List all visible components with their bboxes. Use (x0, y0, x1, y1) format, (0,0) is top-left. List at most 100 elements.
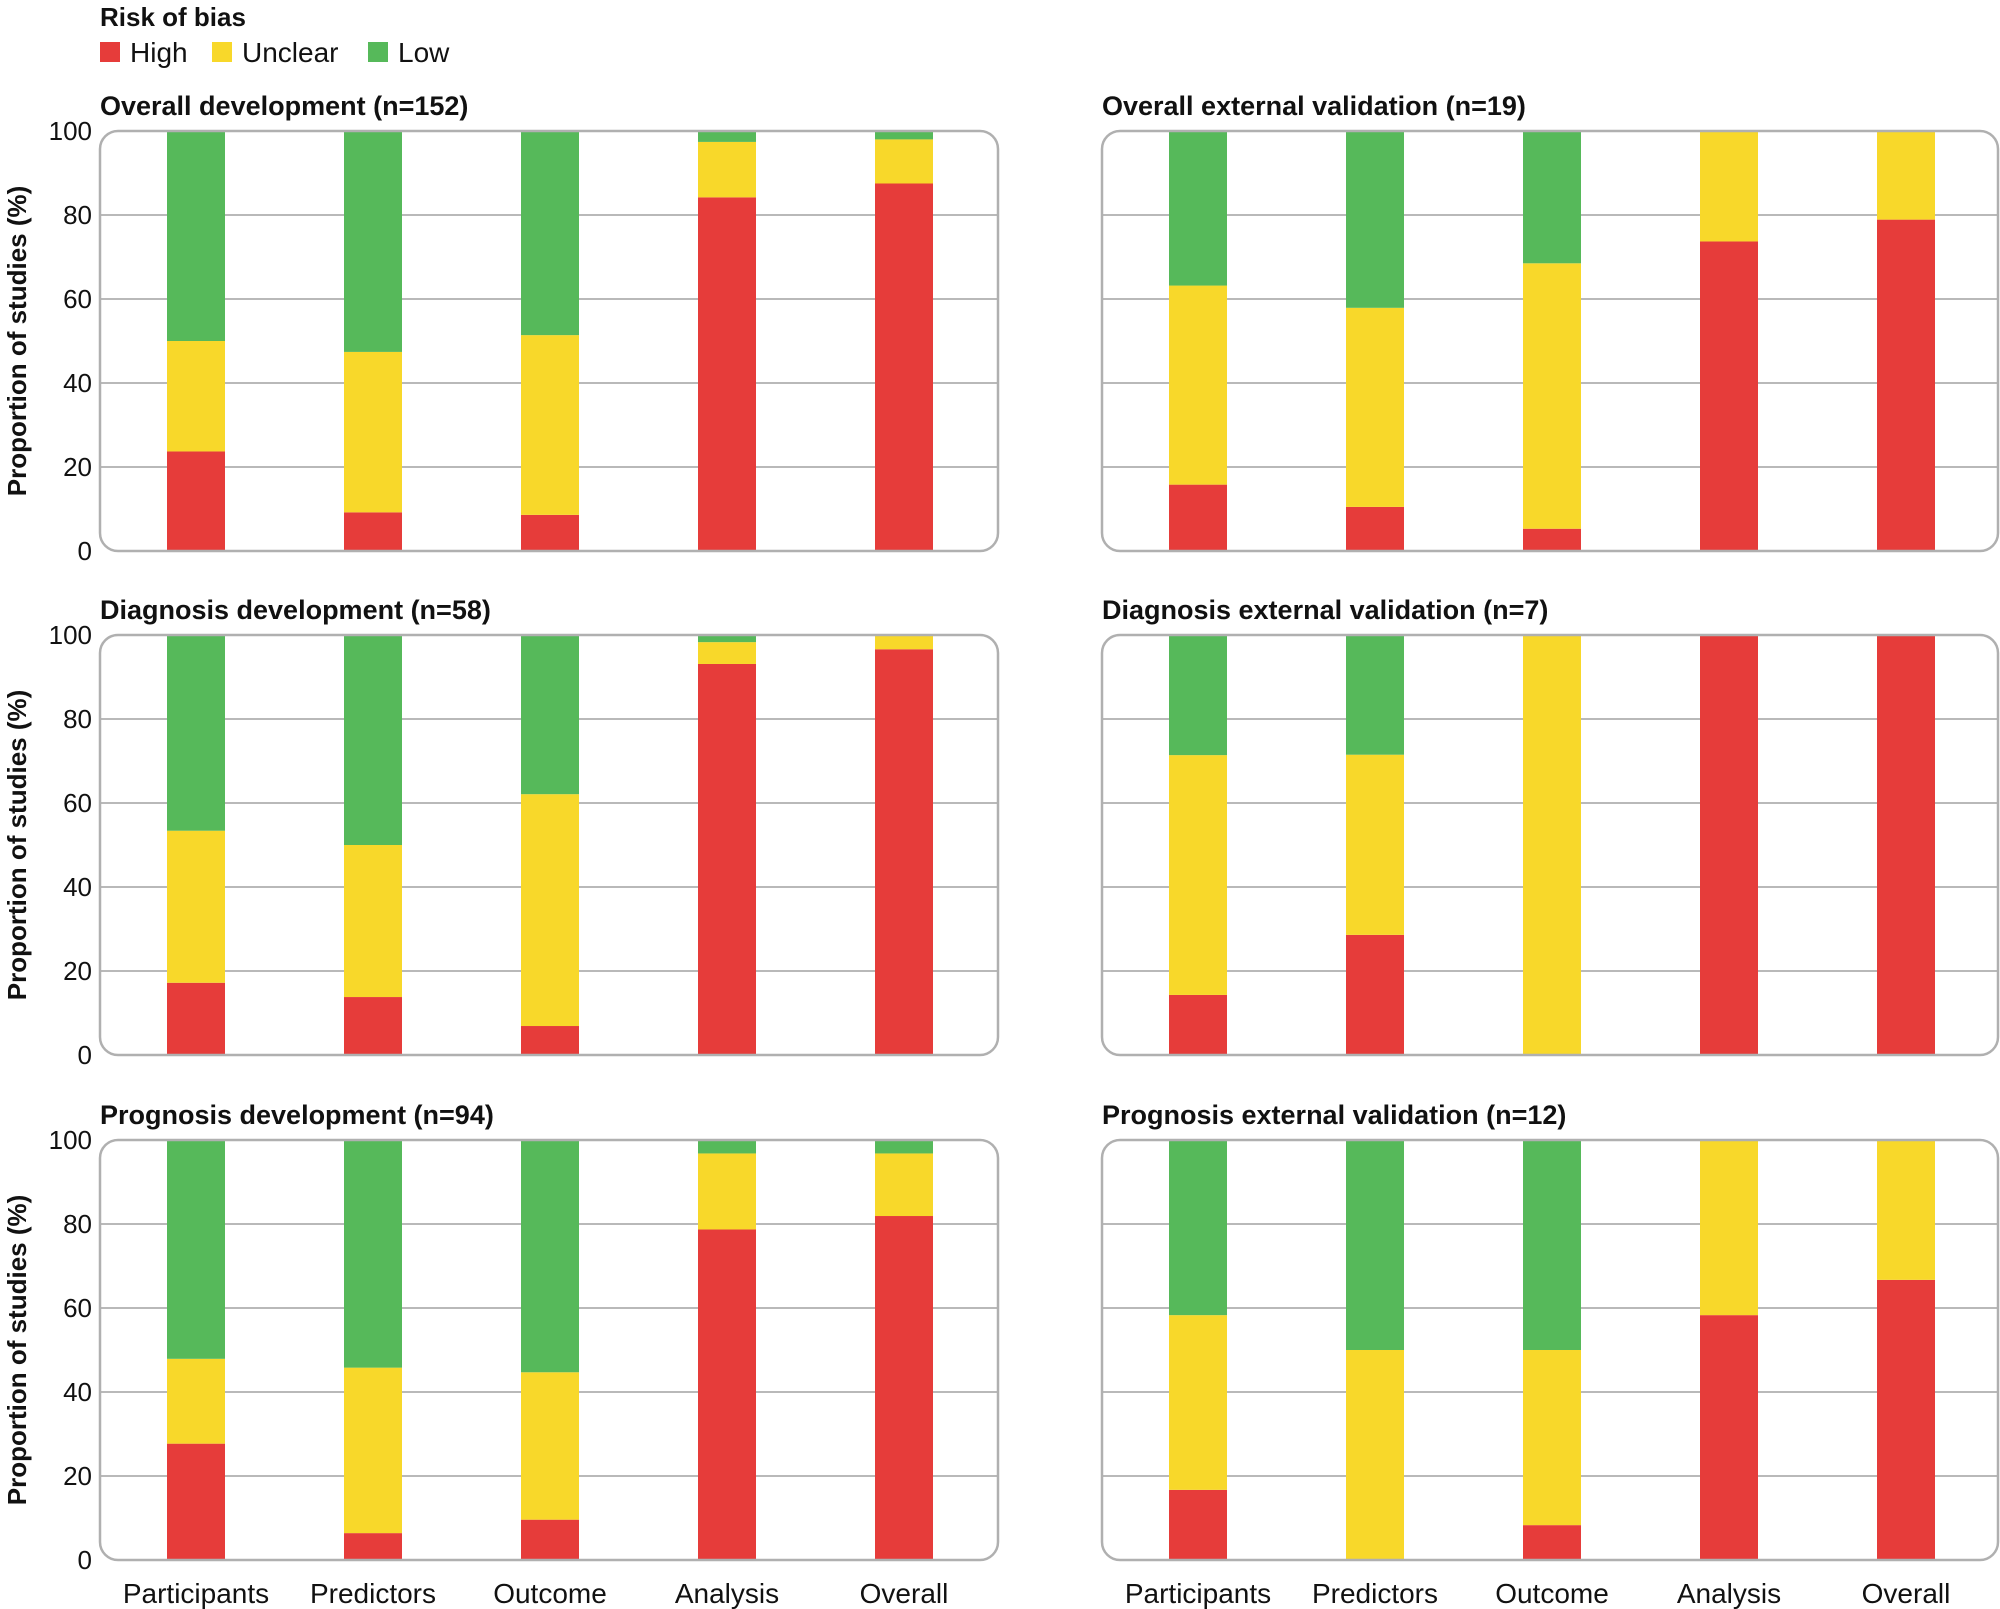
legend: Risk of bias High Unclear Low (100, 2, 450, 68)
bar-overall-high (875, 649, 933, 1055)
bar-participants-unclear (1169, 285, 1227, 485)
legend-title: Risk of bias (100, 2, 246, 32)
bar-overall-high (1877, 1279, 1935, 1560)
bar-predictors-low (1346, 1140, 1404, 1350)
plot-frame (1100, 129, 2000, 553)
bar-outcome-low (521, 635, 579, 795)
bar-analysis-high (1700, 241, 1758, 551)
legend-label-low: Low (398, 37, 450, 68)
bar-participants-high (1169, 994, 1227, 1055)
x-tick-label-analysis: Analysis (1677, 1578, 1781, 1609)
panel-diagnosis-external-validation-n-7: Diagnosis external validation (n=7) (1100, 595, 2000, 1057)
y-axis-label: Proportion of studies (%) (2, 690, 32, 1001)
bar-analysis-unclear (1700, 131, 1758, 242)
bar-outcome-high (521, 1519, 579, 1560)
bar-participants-low (1169, 635, 1227, 756)
bar-participants-unclear (167, 341, 225, 452)
y-tick-label: 100 (49, 116, 92, 146)
bar-overall-unclear (875, 139, 933, 184)
bar-analysis-high (1700, 635, 1758, 1055)
bar-predictors-unclear (1346, 307, 1404, 507)
bar-analysis-high (698, 663, 756, 1055)
bar-overall-high (1877, 635, 1935, 1055)
x-tick-label-overall: Overall (860, 1578, 949, 1609)
bar-predictors-high (1346, 506, 1404, 551)
y-tick-label: 0 (78, 536, 92, 566)
bar-analysis-unclear (698, 141, 756, 198)
y-tick-label: 40 (63, 872, 92, 902)
panel-title: Overall external validation (n=19) (1102, 91, 1526, 121)
bar-participants-unclear (1169, 755, 1227, 995)
legend-swatch-low (368, 42, 388, 62)
bar-outcome-high (1523, 1525, 1581, 1560)
bar-analysis-low (698, 635, 756, 643)
bar-analysis-unclear (698, 642, 756, 664)
bar-outcome-low (1523, 131, 1581, 264)
plot-frame (98, 129, 1000, 553)
bar-predictors-unclear (1346, 754, 1404, 935)
y-tick-label: 60 (63, 1293, 92, 1323)
y-tick-label: 80 (63, 1209, 92, 1239)
bar-overall-unclear (875, 1153, 933, 1217)
chart-panels: Overall development (n=152) 0 20 40 60 80 100 P… (2, 91, 2000, 1609)
bar-participants-low (1169, 1140, 1227, 1316)
x-tick-label-overall: Overall (1862, 1578, 1951, 1609)
bar-participants-unclear (167, 830, 225, 983)
bar-outcome-high (521, 514, 579, 551)
x-tick-label-outcome: Outcome (1495, 1578, 1609, 1609)
bar-predictors-low (1346, 635, 1404, 755)
x-tick-label-participants: Participants (1125, 1578, 1271, 1609)
bar-predictors-low (1346, 131, 1404, 308)
panel-title: Diagnosis external validation (n=7) (1102, 595, 1548, 625)
bar-analysis-low (698, 131, 756, 142)
bar-outcome-high (1523, 528, 1581, 551)
bar-participants-unclear (167, 1358, 225, 1444)
bar-overall-unclear (1877, 131, 1935, 220)
bar-outcome-low (521, 1140, 579, 1373)
bar-predictors-high (344, 1533, 402, 1560)
bar-participants-high (167, 982, 225, 1055)
panel-title: Prognosis external validation (n=12) (1102, 1100, 1566, 1130)
panel-title: Overall development (n=152) (100, 91, 468, 121)
bar-predictors-low (344, 635, 402, 845)
bar-predictors-low (344, 1140, 402, 1368)
y-tick-label: 60 (63, 284, 92, 314)
y-tick-label: 40 (63, 1377, 92, 1407)
bar-outcome-unclear (521, 794, 579, 1027)
bar-overall-high (1877, 219, 1935, 551)
y-tick-label: 20 (63, 1461, 92, 1491)
bar-participants-low (1169, 131, 1227, 286)
x-tick-label-participants: Participants (123, 1578, 269, 1609)
y-tick-label: 60 (63, 788, 92, 818)
y-tick-label: 80 (63, 704, 92, 734)
bar-overall-unclear (1877, 1140, 1935, 1280)
bar-analysis-high (698, 1229, 756, 1560)
panel-overall-external-validation-n-19: Overall external validation (n=19) (1100, 91, 2000, 553)
x-tick-label-predictors: Predictors (1312, 1578, 1438, 1609)
panel-title: Diagnosis development (n=58) (100, 595, 491, 625)
bar-participants-low (167, 635, 225, 831)
legend-label-unclear: Unclear (242, 37, 338, 68)
bar-analysis-high (1700, 1315, 1758, 1560)
plot-frame (1100, 1138, 2000, 1562)
y-tick-label: 20 (63, 956, 92, 986)
bar-outcome-low (521, 131, 579, 336)
bar-analysis-unclear (1700, 1140, 1758, 1316)
legend-swatch-unclear (212, 42, 232, 62)
y-tick-label: 100 (49, 620, 92, 650)
bar-outcome-unclear (521, 335, 579, 515)
bar-predictors-high (344, 997, 402, 1055)
y-tick-label: 40 (63, 368, 92, 398)
bar-predictors-unclear (1346, 1350, 1404, 1560)
panel-overall-development-n-152: Overall development (n=152) 0 20 40 60 80 100 P… (2, 91, 1000, 566)
bar-outcome-high (521, 1026, 579, 1055)
bar-overall-high (875, 183, 933, 551)
bar-outcome-unclear (1523, 1350, 1581, 1526)
panel-prognosis-development-n-94: Prognosis development (n=94) 0 20 40 60 80 100… (2, 1100, 1000, 1609)
y-axis-label: Proportion of studies (%) (2, 1195, 32, 1506)
bar-overall-unclear (875, 635, 933, 650)
bar-participants-low (167, 131, 225, 341)
bar-participants-high (1169, 484, 1227, 551)
bar-predictors-unclear (344, 351, 402, 513)
